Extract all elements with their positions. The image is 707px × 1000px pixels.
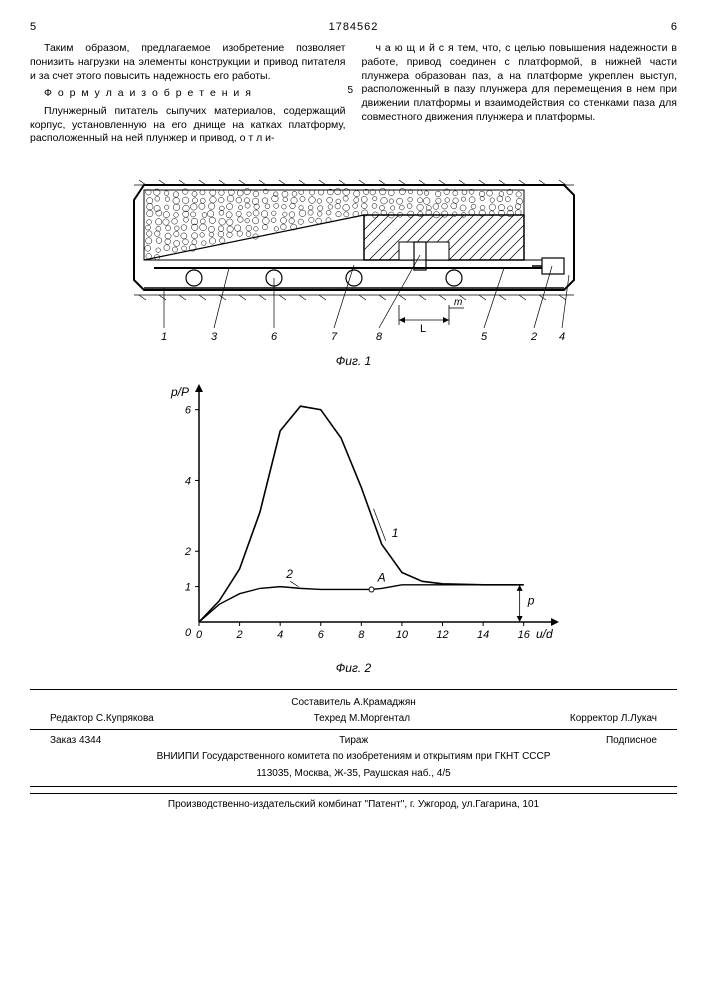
- line-number: 5: [348, 84, 354, 97]
- svg-text:p/P: p/P: [170, 385, 189, 399]
- footer-org1: ВНИИПИ Государственного комитета по изоб…: [30, 748, 677, 765]
- page-num-left: 5: [30, 20, 36, 34]
- dim-m: m: [454, 297, 462, 308]
- footer-bottom: Производственно-издательский комбинат "П…: [30, 793, 677, 811]
- svg-text:4: 4: [559, 331, 565, 343]
- svg-text:6: 6: [317, 629, 324, 641]
- svg-text:2: 2: [235, 629, 242, 641]
- svg-text:A: A: [376, 571, 385, 585]
- dim-L: L: [420, 323, 426, 335]
- para-claim-start: Плунжерный питатель сыпучих материалов, …: [30, 105, 346, 146]
- svg-text:6: 6: [271, 331, 278, 343]
- text-columns: 5 Таким образом, предлагаемое изобретени…: [30, 42, 677, 149]
- svg-text:6: 6: [184, 405, 191, 417]
- left-column: Таким образом, предлагаемое изобретение …: [30, 42, 346, 149]
- figure-2: 12460246810121416p/Pu/d012Ap Фиг. 2: [30, 377, 677, 677]
- svg-text:0: 0: [185, 627, 192, 639]
- page-header: 5 1784562 6: [30, 20, 677, 34]
- footer-subscribe: Подписное: [606, 734, 657, 747]
- footer-row-2: Заказ 4344 Тираж Подписное: [30, 733, 677, 748]
- svg-text:14: 14: [476, 629, 488, 641]
- figure-1: L m 1 3 6 7 8 5 2 4 // pebble fill gener…: [30, 160, 677, 370]
- footer-corrector: Корректор Л.Лукач: [570, 712, 657, 725]
- svg-text:p: p: [526, 594, 534, 608]
- svg-text:12: 12: [436, 629, 448, 641]
- para-intro: Таким образом, предлагаемое изобретение …: [30, 42, 346, 83]
- svg-text:1: 1: [184, 582, 190, 594]
- right-column: ч а ю щ и й с я тем, что, с целью повыше…: [362, 42, 678, 149]
- svg-text:8: 8: [376, 331, 383, 343]
- svg-text:4: 4: [277, 629, 283, 641]
- fig1-caption: Фиг. 1: [30, 354, 677, 370]
- svg-text:2: 2: [285, 567, 293, 581]
- document-number: 1784562: [329, 20, 379, 34]
- footer-org2: 113035, Москва, Ж-35, Раушская наб., 4/5: [30, 765, 677, 782]
- footer-row-1: Редактор С.Купрякова Техред М.Моргентал …: [30, 711, 677, 726]
- svg-text:5: 5: [481, 331, 488, 343]
- svg-text:8: 8: [358, 629, 365, 641]
- footer-block: Составитель А.Крамаджян Редактор С.Купря…: [30, 689, 677, 787]
- formula-title: Ф о р м у л а и з о б р е т е н и я: [30, 87, 346, 101]
- svg-text:4: 4: [184, 476, 190, 488]
- svg-text:3: 3: [211, 331, 218, 343]
- fig2-svg: 12460246810121416p/Pu/d012Ap: [144, 377, 564, 657]
- footer-tirage: Тираж: [339, 734, 368, 747]
- footer-composer: Составитель А.Крамаджян: [30, 694, 677, 711]
- svg-text:2: 2: [183, 547, 190, 559]
- svg-text:7: 7: [331, 331, 338, 343]
- footer-order: Заказ 4344: [50, 734, 101, 747]
- svg-text:1: 1: [391, 526, 398, 540]
- footer-editor: Редактор С.Купрякова: [50, 712, 154, 725]
- footer-tech: Техред М.Моргентал: [314, 712, 410, 725]
- fig2-caption: Фиг. 2: [30, 661, 677, 677]
- page-num-right: 6: [671, 20, 677, 34]
- svg-text:10: 10: [395, 629, 408, 641]
- svg-text:16: 16: [517, 629, 530, 641]
- fig1-svg: L m 1 3 6 7 8 5 2 4: [104, 160, 604, 350]
- svg-text:0: 0: [195, 629, 202, 641]
- svg-text:u/d: u/d: [536, 627, 553, 641]
- svg-text:2: 2: [530, 331, 537, 343]
- para-claim-cont: ч а ю щ и й с я тем, что, с целью повыше…: [362, 42, 678, 124]
- svg-text:1: 1: [161, 331, 167, 343]
